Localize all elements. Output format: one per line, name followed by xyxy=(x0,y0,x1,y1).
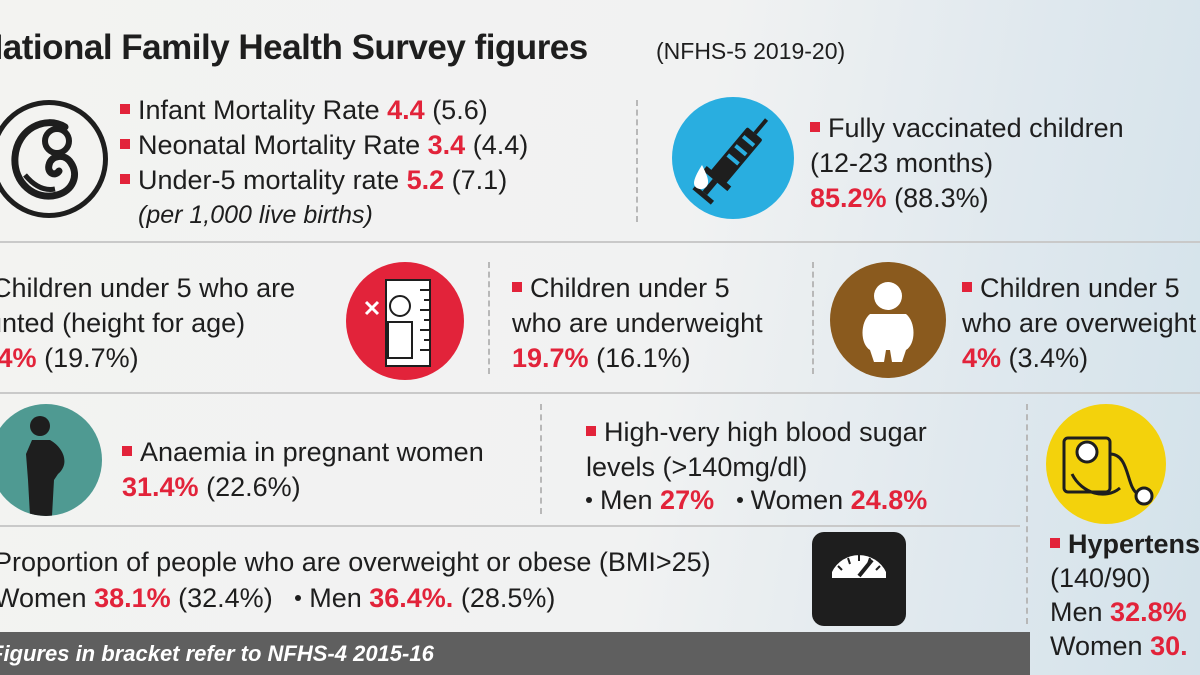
blood-sugar-line2: levels (>140mg/dl) xyxy=(586,452,808,482)
blood-sugar-label: High-very high blood sugar xyxy=(604,417,927,447)
vaccination-values: 85.2% (88.3%) xyxy=(810,182,989,214)
neonatal-mortality-value: 3.4 xyxy=(427,130,466,160)
hypertension-men-value: 32.8% xyxy=(1110,597,1187,627)
obesity-line1: Proportion of people who are overweight … xyxy=(0,547,711,577)
weighing-scale-icon xyxy=(812,532,906,626)
hypertension-women-value: 30. xyxy=(1150,631,1188,661)
blood-sugar-women-label: Women xyxy=(750,485,844,515)
vaccination-value: 85.2% xyxy=(810,183,887,213)
height-chart-icon xyxy=(346,262,464,380)
anaemia-line: Anaemia in pregnant women xyxy=(122,436,484,468)
under5-mortality-row: Under-5 mortality rate 5.2 (7.1) xyxy=(120,164,507,196)
divider xyxy=(540,404,542,514)
section-divider xyxy=(0,525,1020,527)
stunted-line2: stunted (height for age) xyxy=(0,308,246,338)
underweight-line1: Children under 5 xyxy=(512,272,730,304)
anaemia-label: Anaemia in pregnant women xyxy=(140,437,484,467)
obesity-men-prev: (28.5%) xyxy=(460,583,556,613)
neonatal-mortality-prev: (4.4) xyxy=(472,130,529,160)
bullet-marker xyxy=(120,103,130,114)
neonatal-mortality-label: Neonatal Mortality Rate xyxy=(138,130,421,160)
bullet-marker xyxy=(962,281,972,292)
overweight-children-prev: (3.4%) xyxy=(1008,343,1089,373)
anaemia-values: 31.4% (22.6%) xyxy=(122,471,301,503)
divider xyxy=(1026,404,1028,624)
underweight-label: Children under 5 xyxy=(530,273,730,303)
dot-marker xyxy=(295,594,302,601)
blood-pressure-icon xyxy=(1046,404,1166,524)
blood-sugar-men-label: Men xyxy=(600,485,653,515)
child-icon xyxy=(830,262,946,378)
vaccination-label: Fully vaccinated children xyxy=(828,113,1124,143)
bullet-marker xyxy=(810,121,820,132)
infant-mortality-value: 4.4 xyxy=(387,95,425,125)
divider xyxy=(488,262,490,374)
blood-sugar-values: Men 27% Women 24.8% xyxy=(586,484,927,516)
hypertension-label: Hypertension xyxy=(1068,529,1200,559)
hypertension-women: Women 30. xyxy=(1050,630,1200,662)
dot-marker xyxy=(736,496,743,503)
overweight-children-value: 4% xyxy=(962,343,1002,373)
infant-mortality-label: Infant Mortality Rate xyxy=(138,95,380,125)
stunted-line2-wrap: stunted (height for age) xyxy=(0,307,292,339)
stunted-values: 35.4% (19.7%) xyxy=(0,342,300,374)
footer-note-bar: Figures in bracket refer to NFHS-4 2015-… xyxy=(0,632,1030,675)
bullet-marker xyxy=(1050,537,1060,548)
section-divider xyxy=(0,392,1200,394)
syringe-icon xyxy=(672,97,794,219)
stunted-prev: (19.7%) xyxy=(44,343,139,373)
dot-marker xyxy=(586,496,592,503)
infant-mortality-row: Infant Mortality Rate 4.4 (5.6) xyxy=(120,94,488,126)
obesity-men-label: Men xyxy=(309,583,362,613)
fetus-icon xyxy=(0,100,108,218)
hypertension-line2: (140/90) xyxy=(1050,563,1151,593)
infant-mortality-prev: (5.6) xyxy=(432,95,488,125)
overweight-children-values: 4% (3.4%) xyxy=(962,342,1088,374)
bullet-marker xyxy=(120,138,130,149)
vaccination-line1: Fully vaccinated children xyxy=(810,112,1124,144)
obesity-women-label: Women xyxy=(0,583,87,613)
overweight-children-line2: who are overweight xyxy=(962,308,1197,338)
underweight-value: 19.7% xyxy=(512,343,589,373)
page-subtitle: (NFHS-5 2019-20) xyxy=(656,38,846,64)
divider xyxy=(812,262,814,374)
section-divider xyxy=(0,241,1200,243)
vaccination-prev: (88.3%) xyxy=(894,183,989,213)
obesity-women-prev: (32.4%) xyxy=(178,583,273,613)
bullet-marker xyxy=(586,425,596,436)
stunted-value: 35.4% xyxy=(0,343,37,373)
hypertension-line1: Hypertension xyxy=(1050,528,1200,560)
hypertension-men: Men 32.8% xyxy=(1050,596,1200,628)
hypertension-men-label: Men xyxy=(1050,597,1103,627)
vaccination-line2: (12-23 months) xyxy=(810,148,994,178)
under5-mortality-prev: (7.1) xyxy=(451,165,508,195)
anaemia-value: 31.4% xyxy=(122,472,199,502)
under5-mortality-value: 5.2 xyxy=(406,165,445,195)
obesity-values: Women 38.1% (32.4%) Men 36.4%. (28.5%) xyxy=(0,582,694,614)
bullet-marker xyxy=(120,173,130,184)
underweight-line2: who are underweight xyxy=(512,308,763,338)
hypertension-women-label: Women xyxy=(1050,631,1143,661)
mortality-note: (per 1,000 live births) xyxy=(138,201,373,229)
overweight-children-line1: Children under 5 xyxy=(962,272,1180,304)
obesity-men-value: 36.4%. xyxy=(369,583,454,613)
neonatal-mortality-row: Neonatal Mortality Rate 3.4 (4.4) xyxy=(120,129,528,161)
bullet-marker xyxy=(122,445,132,456)
blood-sugar-women-value: 24.8% xyxy=(850,485,928,515)
blood-sugar-line1: High-very high blood sugar xyxy=(586,416,927,448)
obesity-women-value: 38.1% xyxy=(94,583,171,613)
divider xyxy=(636,100,638,222)
bullet-marker xyxy=(512,281,522,292)
footer-note: Figures in bracket refer to NFHS-4 2015-… xyxy=(0,641,434,666)
overweight-children-label: Children under 5 xyxy=(980,273,1180,303)
underweight-prev: (16.1%) xyxy=(596,343,691,373)
stunted-line1: Children under 5 who are xyxy=(0,273,296,303)
anaemia-prev: (22.6%) xyxy=(206,472,301,502)
blood-sugar-men-value: 27% xyxy=(660,485,715,515)
page-title: National Family Health Survey figures xyxy=(0,28,588,67)
underweight-values: 19.7% (16.1%) xyxy=(512,342,691,374)
pregnant-woman-icon xyxy=(0,404,102,516)
under5-mortality-label: Under-5 mortality rate xyxy=(138,165,400,195)
